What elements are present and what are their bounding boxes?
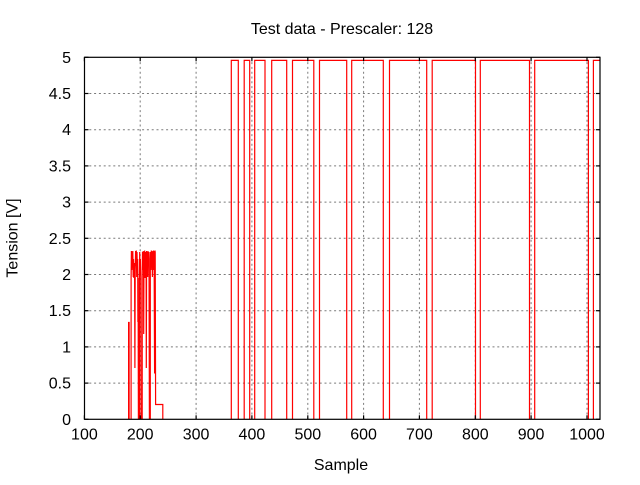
svg-text:4.5: 4.5	[49, 86, 71, 103]
svg-text:1.5: 1.5	[49, 303, 71, 320]
svg-text:Tension [V]: Tension [V]	[5, 198, 22, 277]
svg-text:1: 1	[62, 339, 71, 356]
svg-text:500: 500	[294, 427, 321, 444]
svg-text:1000: 1000	[569, 427, 605, 444]
svg-text:600: 600	[350, 427, 377, 444]
svg-text:Sample: Sample	[314, 457, 368, 474]
svg-text:400: 400	[239, 427, 266, 444]
svg-text:3: 3	[62, 195, 71, 212]
svg-text:100: 100	[71, 427, 98, 444]
svg-text:5: 5	[62, 50, 71, 67]
svg-text:Test data - Prescaler: 128: Test data - Prescaler: 128	[251, 21, 433, 38]
svg-text:0.5: 0.5	[49, 376, 71, 393]
svg-text:900: 900	[518, 427, 545, 444]
svg-text:800: 800	[462, 427, 489, 444]
svg-text:4: 4	[62, 122, 71, 139]
svg-text:2: 2	[62, 267, 71, 284]
svg-text:200: 200	[127, 427, 154, 444]
svg-text:2.5: 2.5	[49, 231, 71, 248]
svg-text:3.5: 3.5	[49, 158, 71, 175]
svg-text:0: 0	[62, 412, 71, 429]
svg-text:300: 300	[183, 427, 210, 444]
svg-text:700: 700	[406, 427, 433, 444]
